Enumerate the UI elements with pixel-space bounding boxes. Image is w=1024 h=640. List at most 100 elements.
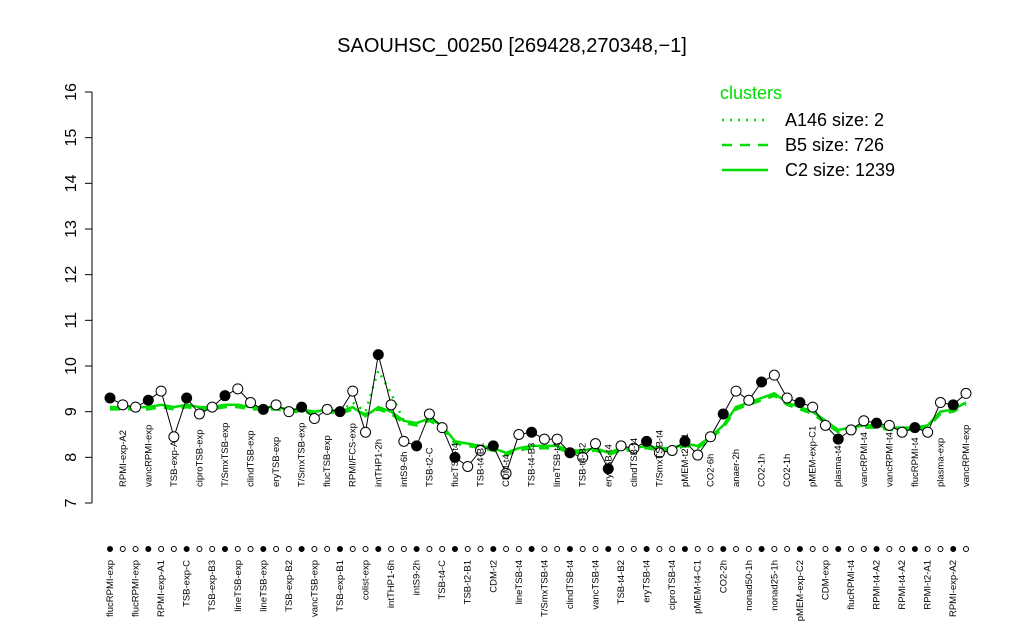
point	[909, 422, 921, 434]
rug-point	[107, 546, 113, 552]
rug-point	[324, 546, 331, 552]
x-tick-label: vancTSB-t4	[590, 560, 601, 610]
point	[500, 467, 512, 479]
rug-point	[848, 546, 855, 552]
point	[756, 376, 768, 388]
point	[896, 426, 908, 438]
point	[615, 440, 627, 452]
point	[449, 451, 461, 463]
point	[781, 392, 793, 404]
x-tick-label: clindTSB-t4	[629, 438, 640, 487]
x-tick-label: TSB-t4-B3	[527, 443, 538, 487]
x-tick-label: colist-exp	[361, 560, 372, 600]
point	[411, 440, 423, 452]
x-tick-label: CO2-6h	[705, 454, 716, 487]
x-tick-label: TSB-exp-A	[169, 440, 180, 487]
rug-point	[796, 546, 803, 552]
rug-point	[375, 546, 382, 552]
point	[232, 383, 244, 395]
rug-point	[809, 546, 816, 552]
x-tick-label: intTHP1-6h	[386, 560, 397, 608]
x-tick-label: clindTSB-t4	[565, 560, 576, 609]
rug-point	[528, 546, 535, 552]
point	[347, 385, 359, 397]
rug-point	[273, 546, 280, 552]
x-tick-label: flucRPMI-t4	[846, 560, 857, 610]
x-tick-label: flucRPMI-exp	[105, 560, 116, 617]
point	[602, 463, 614, 475]
y-tick-label: 11	[63, 312, 80, 329]
point	[538, 433, 550, 445]
point	[551, 433, 563, 445]
point	[794, 397, 806, 409]
x-tick-label: nonad25-1h	[769, 560, 780, 611]
x-tick-label: vancTSB-exp	[309, 560, 320, 617]
x-tick-label: plasma-exp	[935, 438, 946, 487]
x-tick-label: anaer-2h	[731, 449, 742, 487]
point	[960, 387, 972, 399]
x-tick-label: vancRPMI-t4	[859, 432, 870, 487]
point	[398, 435, 410, 447]
point	[845, 424, 857, 436]
rug-point	[694, 546, 701, 552]
x-tick-label: RPMI-t4-A2	[897, 560, 908, 610]
legend-title: clusters	[720, 83, 782, 103]
rug-point	[221, 546, 228, 552]
y-tick-label: 16	[63, 83, 80, 101]
point	[947, 399, 959, 411]
point	[653, 447, 665, 459]
rug-point	[426, 546, 433, 552]
x-tick-label: RPMI-t2-A1	[923, 560, 934, 610]
rug-point	[362, 546, 369, 552]
x-tick-label: vancRPMI-t4	[884, 432, 895, 487]
rug-point	[196, 546, 203, 552]
x-tick-label: RPMI-t4-A2	[872, 560, 883, 610]
x-tick-label: flucRPMI-exp	[131, 560, 142, 617]
x-tick-label: TSB-exp-C	[182, 560, 193, 607]
point	[321, 403, 333, 415]
rug-point	[681, 546, 688, 552]
x-tick-label: CDM-t4	[501, 454, 512, 487]
x-tick-label: nonad50-1h	[744, 560, 755, 611]
x-tick-label: intTHP1-2h	[373, 439, 384, 487]
rug-point	[145, 546, 152, 552]
x-tick-label: RPMI-exp-A2	[118, 430, 129, 487]
rug-point	[835, 546, 842, 552]
legend-label: B5 size: 726	[785, 135, 884, 155]
rug-point	[247, 546, 254, 552]
rug-point	[758, 546, 765, 552]
point	[193, 408, 205, 420]
point	[922, 426, 934, 438]
point	[168, 431, 180, 443]
rug-point	[592, 546, 599, 552]
point	[858, 415, 870, 427]
rug-point	[669, 546, 676, 552]
rug-point	[733, 546, 740, 552]
x-tick-label: RPMI-exp-A1	[156, 560, 167, 617]
rug-point	[158, 546, 165, 552]
x-tick-label: eryTSB-t4	[603, 444, 614, 487]
y-tick-label: 13	[63, 220, 80, 238]
chart-title: SAOUHSC_00250 [269428,270348,−1]	[337, 35, 687, 57]
rug-point	[873, 546, 880, 552]
rug-point	[234, 546, 241, 552]
rug-point	[311, 546, 318, 552]
point	[436, 422, 448, 434]
x-tick-label: T/SmxTSB-exp	[297, 423, 308, 487]
y-tick-label: 12	[63, 266, 80, 284]
point	[666, 444, 678, 456]
x-tick-label: CO2-1h	[782, 454, 793, 487]
rug-point	[285, 546, 292, 552]
x-tick-label: ciproTSB-t4	[667, 560, 678, 610]
point	[641, 435, 653, 447]
x-tick-label: TSB-exp-B1	[335, 560, 346, 612]
x-tick-label: T/SmxTSB-t4	[654, 430, 665, 487]
point	[372, 349, 384, 361]
point	[564, 447, 576, 459]
x-tick-label: CO2-2h	[718, 560, 729, 593]
rug-point	[643, 546, 650, 552]
rug-point	[579, 546, 586, 552]
x-tick-label: TSB-t2-B1	[463, 560, 474, 604]
point	[883, 419, 895, 431]
